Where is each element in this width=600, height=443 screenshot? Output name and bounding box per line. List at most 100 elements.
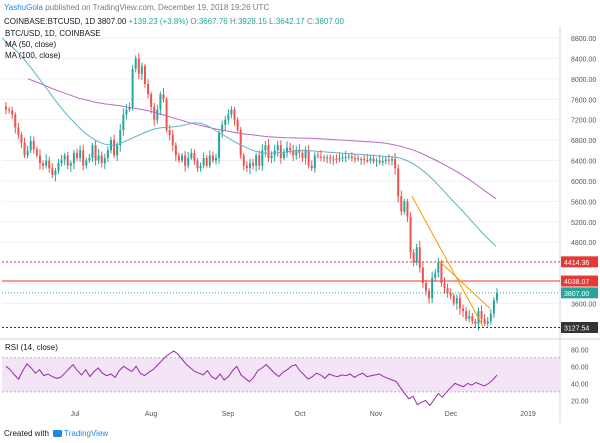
candle-body: [208, 155, 211, 166]
x-tick-label: Oct: [295, 411, 306, 418]
candle-body: [224, 119, 227, 125]
level-label: 3127.54: [564, 325, 589, 332]
candle-body: [286, 147, 289, 153]
candle-body: [468, 316, 471, 319]
candle-body: [147, 84, 150, 95]
candle-body: [289, 147, 292, 151]
candle-body: [483, 318, 486, 324]
legend-ma100[interactable]: MA (100, close): [5, 51, 61, 60]
price-tick-label: 5200.00: [571, 220, 596, 227]
price-tick-label: 5600.00: [571, 199, 596, 206]
candle-body: [48, 160, 51, 169]
candle-body: [60, 159, 63, 164]
rsi-tick-label: 60.00: [571, 364, 589, 371]
chart-area[interactable]: 3600.004000.004400.004800.005200.005600.…: [0, 27, 600, 423]
rsi-tick-label: 40.00: [571, 381, 589, 388]
candle-body: [20, 135, 23, 143]
candle-body: [332, 158, 335, 160]
candle-body: [452, 295, 455, 304]
candle-body: [156, 109, 159, 120]
candle-body: [462, 308, 465, 312]
candle-body: [279, 145, 282, 158]
legend-ma50[interactable]: MA (50, close): [5, 40, 57, 49]
chart-legend: BTC/USD, 1D, COINBASE MA (50, close) MA …: [5, 28, 101, 61]
candle-body: [421, 267, 424, 283]
candle-body: [66, 155, 69, 166]
candle-body: [242, 155, 245, 166]
candle-body: [431, 277, 434, 299]
candle-body: [38, 155, 41, 164]
candle-body: [35, 149, 38, 156]
candle-body: [199, 165, 202, 169]
candle-body: [319, 156, 322, 158]
candle-body: [409, 216, 412, 253]
trendline: [411, 196, 484, 327]
candle-body: [486, 321, 489, 324]
candle-body: [103, 157, 106, 164]
candle-body: [375, 160, 378, 162]
candle-body: [23, 142, 26, 156]
candle-body: [465, 311, 468, 319]
candle-body: [69, 163, 72, 166]
candle-body: [196, 160, 199, 169]
candle-body: [471, 316, 474, 322]
candle-body: [137, 58, 140, 74]
candle-body: [434, 272, 437, 278]
candle-body: [236, 119, 239, 130]
candle-body: [116, 145, 119, 156]
level-label-box: [561, 287, 598, 299]
candle-body: [307, 150, 310, 166]
price-chart[interactable]: 3600.004000.004400.004800.005200.005600.…: [0, 27, 600, 423]
level-label: 3807.00: [564, 291, 589, 298]
candle-body: [193, 152, 196, 161]
candle-body: [492, 300, 495, 314]
author-name[interactable]: YashuGola: [4, 3, 43, 12]
tradingview-link[interactable]: TradingView: [64, 429, 109, 438]
candle-body: [255, 155, 258, 166]
candle-body: [177, 155, 180, 161]
candle-body: [168, 129, 171, 136]
rsi-legend[interactable]: RSI (14, close): [5, 343, 58, 352]
candle-body: [32, 141, 35, 150]
candle-body: [480, 311, 483, 319]
candle-body: [131, 68, 134, 107]
ma50-line: [1, 37, 497, 247]
candle-body: [54, 170, 57, 175]
candle-body: [394, 159, 397, 169]
candle-body: [418, 247, 421, 268]
candle-body: [125, 109, 128, 115]
candle-body: [245, 165, 248, 169]
candle-body: [190, 152, 193, 158]
candle-body: [276, 145, 279, 151]
candle-body: [329, 157, 332, 159]
candle-body: [489, 313, 492, 322]
candle-body: [415, 247, 418, 263]
candle-body: [344, 156, 347, 158]
candle-body: [184, 155, 187, 166]
candle-body: [264, 145, 267, 151]
candle-body: [143, 66, 146, 85]
candle-body: [323, 156, 326, 158]
candle-body: [378, 160, 381, 163]
price-tick-label: 8000.00: [571, 77, 596, 84]
price-tick-label: 4800.00: [571, 240, 596, 247]
candle-body: [387, 159, 390, 161]
candle-body: [310, 165, 313, 169]
trendline: [439, 261, 491, 309]
candle-body: [140, 66, 143, 74]
rsi-tick-label: 80.00: [571, 347, 589, 354]
rsi-tick-label: 20.00: [571, 398, 589, 405]
candle-body: [455, 298, 458, 304]
x-tick-label: Jul: [71, 411, 80, 418]
x-tick-label: 2019: [520, 411, 536, 418]
candle-body: [298, 150, 301, 153]
created-with-label: Created with: [4, 429, 49, 438]
rsi-line: [5, 350, 498, 407]
candle-body: [248, 163, 251, 169]
candle-body: [187, 157, 190, 166]
candle-body: [403, 201, 406, 212]
x-tick-label: Sep: [222, 411, 235, 418]
candle-body: [474, 321, 477, 324]
candle-body: [363, 159, 366, 161]
price-tick-label: 7200.00: [571, 118, 596, 125]
